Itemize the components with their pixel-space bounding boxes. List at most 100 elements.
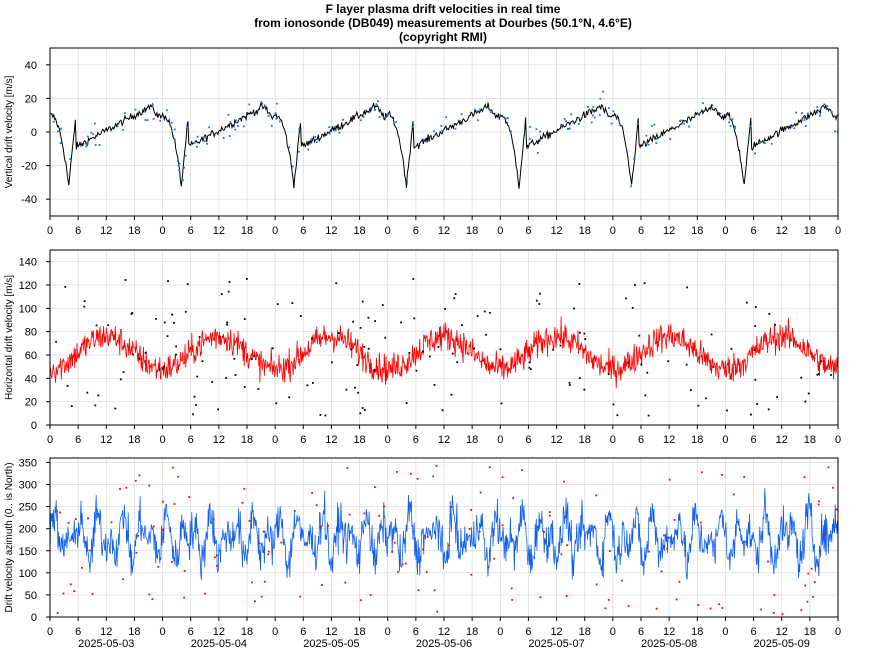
x-tick-label: 0 <box>272 434 278 446</box>
data-point <box>686 286 688 289</box>
data-point <box>803 119 806 121</box>
data-point <box>201 360 204 363</box>
x-tick-label: 6 <box>75 626 81 638</box>
data-point <box>148 593 151 596</box>
data-point <box>621 579 623 582</box>
x-tick-label: 12 <box>776 434 788 446</box>
data-point <box>640 363 643 366</box>
data-point <box>314 136 317 138</box>
data-point <box>644 394 647 397</box>
x-tick-label: 6 <box>638 626 644 638</box>
data-point <box>595 583 598 586</box>
data-point <box>729 125 732 127</box>
data-point <box>204 592 206 595</box>
y-tick-label: 80 <box>25 327 37 339</box>
y-tick-label: 200 <box>19 524 37 536</box>
grid <box>49 458 839 618</box>
data-point <box>59 142 62 144</box>
data-point <box>803 476 806 479</box>
data-point <box>319 414 322 416</box>
data-point <box>529 368 532 370</box>
data-point <box>607 373 610 376</box>
data-point <box>608 550 611 552</box>
x-tick-label: 0 <box>47 434 53 446</box>
data-point <box>359 412 362 415</box>
data-point <box>820 360 823 363</box>
data-point <box>744 167 747 169</box>
data-point <box>92 133 95 135</box>
data-point <box>135 551 138 554</box>
data-point <box>763 142 766 145</box>
data-point <box>311 492 313 494</box>
data-point <box>456 361 459 364</box>
x-tick-label: 6 <box>751 434 757 446</box>
data-point <box>795 111 798 114</box>
data-point <box>361 407 364 409</box>
data-point <box>176 160 179 163</box>
data-point <box>88 549 91 552</box>
data-point <box>299 595 302 598</box>
x-tick-label: 0 <box>47 626 53 638</box>
data-point <box>528 366 531 369</box>
data-point <box>360 599 362 602</box>
data-point <box>346 467 349 469</box>
data-point <box>62 592 65 595</box>
data-point <box>274 112 277 115</box>
data-point <box>753 349 756 351</box>
x-tick-label: 18 <box>353 434 365 446</box>
data-point <box>243 318 246 320</box>
x-tick-label: 18 <box>241 434 253 446</box>
data-point <box>489 311 491 314</box>
data-point <box>673 519 676 521</box>
data-point <box>375 103 378 106</box>
x-tick-label: 18 <box>128 434 140 446</box>
data-point <box>417 589 420 592</box>
data-point <box>830 374 832 376</box>
data-point <box>116 125 119 128</box>
x-tick-label: 18 <box>128 225 140 237</box>
data-point <box>638 334 641 337</box>
data-point <box>647 414 650 417</box>
data-point <box>251 581 253 584</box>
data-point <box>578 123 580 125</box>
data-point <box>612 403 615 406</box>
data-point <box>173 503 176 505</box>
x-tick-label: 18 <box>804 225 816 237</box>
data-point <box>57 130 59 133</box>
x-tick-label: 18 <box>241 225 253 237</box>
data-point <box>668 478 671 481</box>
x-tick-label: 0 <box>610 434 616 446</box>
data-point <box>536 152 539 154</box>
data-point <box>405 402 408 404</box>
data-point <box>768 313 771 315</box>
data-point <box>327 524 329 527</box>
data-point <box>460 113 463 116</box>
x-tick-label: 12 <box>438 434 450 446</box>
chart-title-line-3: (copyright RMI) <box>399 30 487 44</box>
data-point <box>454 293 457 295</box>
data-point <box>334 129 337 132</box>
data-point <box>587 106 589 108</box>
x-tick-label: 18 <box>691 626 703 638</box>
data-point <box>827 466 830 469</box>
data-point <box>395 121 398 123</box>
data-point <box>324 414 327 417</box>
data-point <box>813 581 816 583</box>
data-point <box>275 117 278 120</box>
data-point <box>535 128 538 131</box>
data-point <box>119 488 121 490</box>
data-point <box>660 570 663 573</box>
data-point <box>354 386 356 389</box>
data-point <box>616 116 619 119</box>
data-point <box>142 108 145 111</box>
data-point <box>598 114 601 117</box>
y-tick-label: -40 <box>21 194 37 206</box>
x-tick-label: 18 <box>466 434 478 446</box>
y-axis-label: Drift velocity azimuth (0.. is North) <box>4 462 15 612</box>
data-point <box>377 100 379 103</box>
data-point <box>643 282 646 285</box>
data-point <box>193 141 196 144</box>
data-point <box>565 120 567 122</box>
data-point <box>352 320 354 323</box>
data-point <box>264 106 266 108</box>
